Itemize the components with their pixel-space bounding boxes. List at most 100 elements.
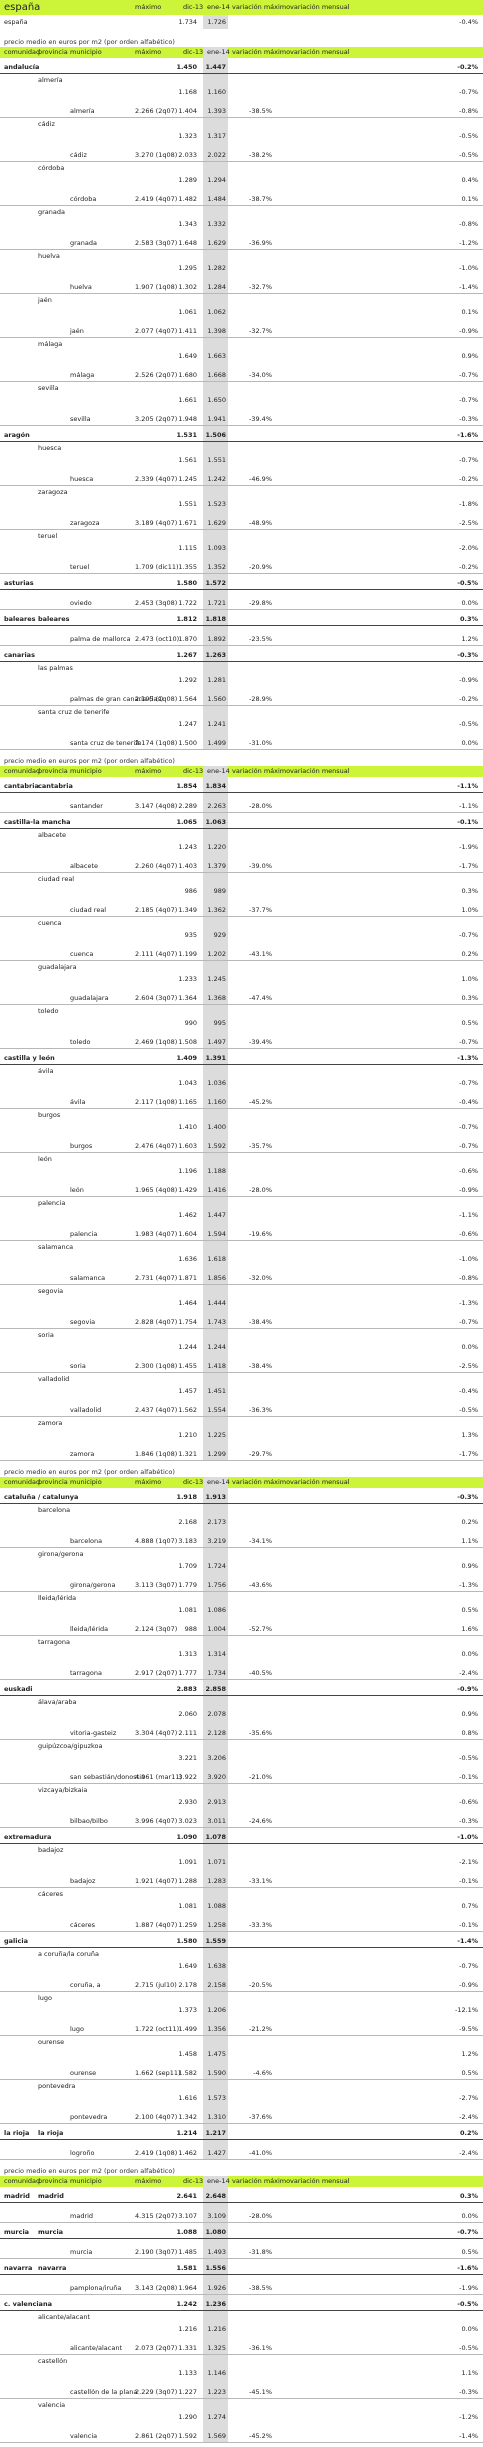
- cell-vmes: 0.0%: [461, 599, 478, 607]
- ene-column: [203, 1488, 228, 1503]
- municipio-row: valladolid 2.437 (4q07) 1.562 1.554 -36.3% -0…: [0, 1397, 483, 1417]
- cell-vmes: -1.3%: [459, 1299, 478, 1307]
- ene-column: [203, 1373, 228, 1397]
- cell-dic: 1.455: [178, 1362, 197, 1370]
- ene-column: [203, 230, 228, 249]
- cell-dic: 1.216: [178, 2325, 197, 2333]
- ene-column: [203, 1888, 228, 1912]
- ene-column: [203, 442, 228, 466]
- cell-vmax: -38.7%: [249, 195, 272, 203]
- cell-vmax: -28.9%: [249, 695, 272, 703]
- title: españa: [4, 2, 41, 13]
- cell-m: málaga: [70, 371, 95, 379]
- cell-ene: 1.447: [205, 63, 226, 71]
- cell-m: soria: [70, 1362, 86, 1370]
- cell-ene: 1.573: [207, 2094, 226, 2102]
- cell-m: bilbao/bilbo: [70, 1817, 108, 1825]
- cell-dic: 1.290: [178, 2413, 197, 2421]
- cell-ene: 1.592: [207, 1142, 226, 1150]
- municipio-row: logroño 2.419 (1q08) 1.462 1.427 -41.0% -2.4%: [0, 2140, 483, 2160]
- ene-column: [203, 362, 228, 381]
- cell-m: murcia: [70, 2248, 93, 2256]
- column-header: ene-14: [207, 3, 230, 11]
- cell-dic: 1.373: [178, 2006, 197, 2014]
- summary-row: españa 1.734 1.726 -0.4%: [0, 15, 483, 29]
- cell-dic: 2.168: [178, 1518, 197, 1526]
- ene-column: [203, 206, 228, 230]
- ene-column: [203, 98, 228, 117]
- cell-p: jaén: [38, 296, 52, 304]
- ene-column: [203, 2239, 228, 2258]
- column-header: municipio: [70, 48, 102, 56]
- cell-vmax: -43.6%: [249, 1581, 272, 1589]
- ene-column: [203, 1441, 228, 1460]
- cell-m: palmas de gran canaria (las): [70, 695, 164, 703]
- summary-dic: 1.734: [178, 18, 197, 26]
- cell-dic: 1.616: [178, 2094, 197, 2102]
- cell-dic: 1.561: [178, 456, 197, 464]
- column-header: variación mensual: [290, 3, 350, 11]
- provincia-row: alicante/alacant 1.216 1.216 0.0%: [0, 2311, 483, 2335]
- cell-vmes: -1.7%: [459, 862, 478, 870]
- cell-dic: 1.604: [178, 1230, 197, 1238]
- cell-dic: 1.722: [178, 599, 197, 607]
- cell-ene: 1.594: [207, 1230, 226, 1238]
- cell-vmax: -52.7%: [249, 1625, 272, 1633]
- cell-vmes: -1.1%: [457, 782, 478, 790]
- cell-dic: 1.210: [178, 1431, 197, 1439]
- municipio-row: ávila 2.117 (1q08) 1.165 1.160 -45.2% -0.4%: [0, 1089, 483, 1109]
- cell-ene: 1.556: [205, 2264, 226, 2272]
- cell-vmax: -32.7%: [249, 283, 272, 291]
- provincia-row: león 1.196 1.188 -0.6%: [0, 1153, 483, 1177]
- cell-max: 2.266 (2q07): [135, 107, 178, 115]
- cell-vmes: -0.1%: [457, 818, 478, 826]
- cell-vmes: 0.3%: [459, 2192, 478, 2200]
- cell-ene: 1.146: [207, 2369, 226, 2377]
- municipio-row: burgos 2.476 (4q07) 1.603 1.592 -35.7% -0.7%: [0, 1133, 483, 1153]
- cell-ene: 1.856: [207, 1274, 226, 1282]
- cell-ene: 1.283: [207, 1877, 226, 1885]
- cell-ene: 1.062: [207, 308, 226, 316]
- cell-dic: 935: [184, 931, 197, 939]
- cell-ene: 1.088: [207, 1902, 226, 1910]
- cell-vmes: 0.0%: [461, 2325, 478, 2333]
- cell-max: 2.828 (4q07): [135, 1318, 178, 1326]
- cell-ene: 1.756: [207, 1581, 226, 1589]
- comunidad-row: extremadura 1.090 1.078 -1.0%: [0, 1828, 483, 1844]
- cell-p: toledo: [38, 1007, 59, 1015]
- comunidad-row: cataluña / catalunya 1.918 1.913 -0.3%: [0, 1488, 483, 1504]
- cell-dic: 1.777: [178, 1669, 197, 1677]
- cell-max: 3.113 (3q07): [135, 1581, 178, 1589]
- cell-c: cataluña / catalunya: [4, 1493, 79, 1501]
- cell-m: ávila: [70, 1098, 86, 1106]
- ene-column: [203, 2203, 228, 2222]
- cell-max: 2.473 (oct10): [135, 635, 180, 643]
- cell-ene: 2.173: [207, 1518, 226, 1526]
- cell-p: santa cruz de tenerife: [38, 708, 110, 716]
- cell-dic: 1.199: [178, 950, 197, 958]
- cell-ene: 1.202: [207, 950, 226, 958]
- cell-ene: 3.109: [207, 2212, 226, 2220]
- cell-ene: 1.484: [207, 195, 226, 203]
- provincia-row: zaragoza 1.551 1.523 -1.8%: [0, 486, 483, 510]
- ene-column: [203, 646, 228, 661]
- cell-max: 2.339 (4q07): [135, 475, 178, 483]
- ene-column: [203, 1972, 228, 1991]
- ene-column: [203, 590, 228, 609]
- municipio-row: león 1.965 (4q08) 1.429 1.416 -28.0% -0.9%: [0, 1177, 483, 1197]
- cell-max: 3.205 (2q07): [135, 415, 178, 423]
- cell-vmes: -1.9%: [459, 2284, 478, 2292]
- provincia-row: lleida/lérida 1.081 1.086 0.5%: [0, 1592, 483, 1616]
- column-header: provincia: [38, 48, 68, 56]
- cell-dic: 1.403: [178, 862, 197, 870]
- ene-column: [203, 2176, 228, 2187]
- cell-vmes: 0.0%: [461, 2212, 478, 2220]
- cell-max: 1.965 (4q08): [135, 1186, 178, 1194]
- cell-ene: 1.317: [207, 132, 226, 140]
- cell-ene: 1.393: [207, 107, 226, 115]
- cell-dic: 1.090: [176, 1833, 197, 1841]
- cell-ene: 1.093: [207, 544, 226, 552]
- ene-column: [203, 897, 228, 916]
- cell-ene: 1.368: [207, 994, 226, 1002]
- cell-ene: 1.398: [207, 327, 226, 335]
